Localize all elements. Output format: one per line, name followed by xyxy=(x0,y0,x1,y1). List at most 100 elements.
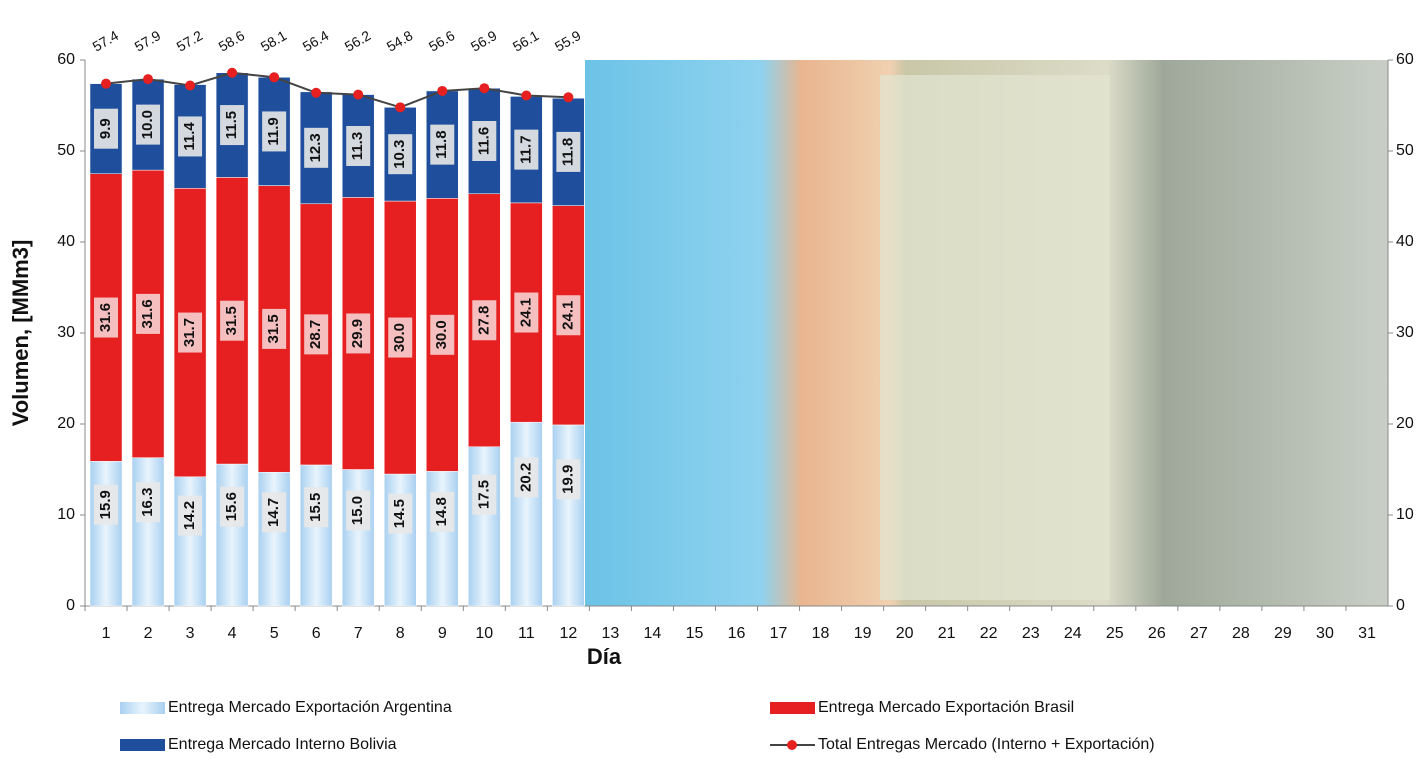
x-tick-label: 22 xyxy=(980,625,998,642)
data-label: 12.3 xyxy=(307,133,324,162)
total-marker xyxy=(521,90,531,100)
y-tick-label: 0 xyxy=(66,597,75,614)
x-tick-label: 15 xyxy=(686,625,704,642)
y2-tick-label: 20 xyxy=(1396,415,1414,432)
x-tick-label: 25 xyxy=(1106,625,1124,642)
bar-segment xyxy=(300,465,332,606)
legend-label: Entrega Mercado Interno Bolivia xyxy=(168,736,397,753)
data-label: 11.4 xyxy=(181,122,198,151)
data-label: 11.9 xyxy=(265,117,282,145)
legend-swatch xyxy=(120,739,165,751)
data-label: 11.6 xyxy=(475,127,492,155)
total-marker xyxy=(143,74,153,84)
x-tick-label: 26 xyxy=(1148,625,1166,642)
bar-segment xyxy=(510,422,542,606)
total-label: 56.6 xyxy=(426,27,458,55)
x-tick-label: 31 xyxy=(1358,625,1376,642)
x-tick-label: 3 xyxy=(186,625,195,642)
total-marker xyxy=(101,79,111,89)
x-tick-label: 27 xyxy=(1190,625,1208,642)
x-tick-label: 14 xyxy=(644,625,662,642)
x-tick-label: 28 xyxy=(1232,625,1250,642)
data-label: 31.6 xyxy=(97,303,114,332)
bar-segment xyxy=(90,461,122,606)
total-label: 56.1 xyxy=(510,27,542,55)
data-label: 16.3 xyxy=(139,488,156,517)
x-tick-label: 30 xyxy=(1316,625,1334,642)
x-tick-label: 6 xyxy=(312,625,321,642)
total-marker xyxy=(227,68,237,78)
x-tick-label: 13 xyxy=(602,625,620,642)
total-marker xyxy=(311,88,321,98)
y-tick-label: 50 xyxy=(57,142,75,159)
legend-swatch xyxy=(120,702,165,714)
legend-label: Entrega Mercado Exportación Argentina xyxy=(168,699,452,716)
total-label: 56.2 xyxy=(342,27,374,55)
x-tick-label: 18 xyxy=(812,625,830,642)
y-tick-label: 30 xyxy=(57,324,75,341)
total-marker xyxy=(437,86,447,96)
total-label: 58.1 xyxy=(258,27,290,55)
y-tick-label: 20 xyxy=(57,415,75,432)
y-tick-label: 60 xyxy=(57,51,75,68)
bar-segment xyxy=(426,471,458,606)
x-tick-label: 29 xyxy=(1274,625,1292,642)
x-tick-label: 4 xyxy=(228,625,237,642)
total-label: 55.9 xyxy=(552,27,584,55)
data-label: 30.0 xyxy=(391,323,408,352)
data-label: 11.3 xyxy=(349,132,366,160)
data-label: 15.9 xyxy=(97,490,114,519)
bar-segment xyxy=(468,447,500,606)
x-tick-label: 10 xyxy=(475,625,493,642)
y2-tick-label: 40 xyxy=(1396,233,1414,250)
data-label: 10.3 xyxy=(391,140,408,169)
total-marker xyxy=(563,92,573,102)
x-tick-label: 23 xyxy=(1022,625,1040,642)
total-label: 56.9 xyxy=(468,27,500,55)
total-label: 56.4 xyxy=(300,27,332,55)
data-label: 15.5 xyxy=(307,493,324,522)
data-label: 17.5 xyxy=(475,480,492,509)
x-tick-label: 24 xyxy=(1064,625,1082,642)
y2-tick-label: 60 xyxy=(1396,51,1414,68)
legend-swatch xyxy=(770,702,815,714)
data-label: 29.9 xyxy=(349,319,366,348)
data-label: 11.8 xyxy=(433,130,450,158)
data-label: 9.9 xyxy=(97,118,114,139)
total-label: 57.9 xyxy=(132,27,164,55)
x-tick-label: 1 xyxy=(102,625,111,642)
x-tick-label: 12 xyxy=(559,625,577,642)
data-label: 31.6 xyxy=(139,299,156,328)
bar-segment xyxy=(552,425,584,606)
total-label: 57.4 xyxy=(90,27,122,55)
data-label: 19.9 xyxy=(559,465,576,494)
legend-marker xyxy=(787,740,797,750)
total-marker xyxy=(395,102,405,112)
total-label: 58.6 xyxy=(216,27,248,55)
data-label: 10.0 xyxy=(139,110,156,139)
x-tick-label: 9 xyxy=(438,625,447,642)
data-label: 15.0 xyxy=(349,496,366,525)
total-marker xyxy=(185,80,195,90)
y2-tick-label: 30 xyxy=(1396,324,1414,341)
data-label: 11.8 xyxy=(559,138,576,166)
data-label: 11.5 xyxy=(223,111,240,139)
legend-label: Entrega Mercado Exportación Brasil xyxy=(818,699,1074,716)
y-axis-label: Volumen, [MMm3] xyxy=(8,240,33,427)
x-tick-label: 20 xyxy=(896,625,914,642)
bar-segment xyxy=(132,458,164,606)
x-tick-label: 17 xyxy=(770,625,788,642)
total-marker xyxy=(353,90,363,100)
x-tick-label: 7 xyxy=(354,625,363,642)
bar-segment xyxy=(216,464,248,606)
y2-tick-label: 0 xyxy=(1396,597,1405,614)
data-label: 14.7 xyxy=(265,498,282,527)
total-marker xyxy=(269,72,279,82)
y-tick-label: 40 xyxy=(57,233,75,250)
data-label: 11.7 xyxy=(517,135,534,163)
data-label: 30.0 xyxy=(433,320,450,349)
total-marker xyxy=(479,83,489,93)
y2-tick-label: 50 xyxy=(1396,142,1414,159)
y-tick-label: 10 xyxy=(57,506,75,523)
x-tick-label: 8 xyxy=(396,625,405,642)
